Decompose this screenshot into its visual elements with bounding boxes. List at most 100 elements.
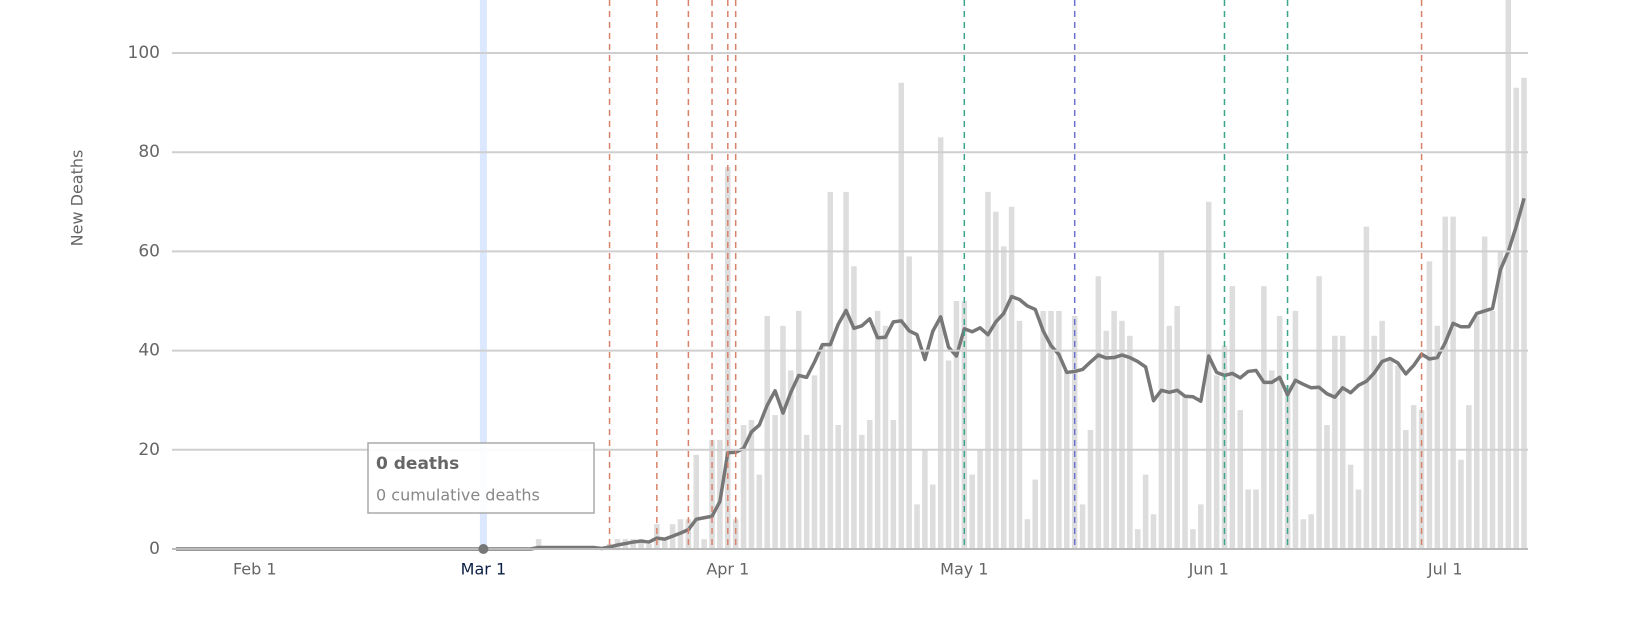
bar <box>914 504 920 549</box>
bar <box>1458 459 1464 549</box>
bar <box>1166 325 1173 549</box>
bar <box>1261 286 1267 549</box>
bar <box>1174 305 1180 549</box>
bar <box>874 310 881 549</box>
bar <box>1450 216 1456 549</box>
bar <box>1103 330 1109 549</box>
bar <box>1466 405 1472 549</box>
bar <box>1387 360 1393 549</box>
bar <box>859 434 865 549</box>
bar <box>1489 310 1496 549</box>
tooltip-box <box>367 442 595 514</box>
bar <box>835 425 841 549</box>
bar <box>1324 425 1330 549</box>
bar <box>1355 489 1362 549</box>
bar <box>1513 87 1519 549</box>
bar <box>1363 226 1370 549</box>
bar <box>977 449 983 549</box>
x-tick-label: Jun 1 <box>1188 560 1229 579</box>
bar <box>1056 310 1062 549</box>
bar <box>1379 320 1385 549</box>
bar <box>1269 370 1275 549</box>
bar <box>827 191 834 549</box>
bar <box>1040 310 1046 549</box>
bar <box>1481 236 1488 549</box>
bar <box>803 434 810 549</box>
bar <box>1308 514 1314 549</box>
y-tick-label: 60 <box>138 241 160 261</box>
bar <box>638 539 644 549</box>
bar <box>961 301 968 549</box>
bar <box>1497 251 1504 549</box>
bar <box>851 266 857 549</box>
bar <box>945 360 952 549</box>
bar <box>1111 310 1117 549</box>
bar <box>1300 519 1307 549</box>
bar <box>772 415 778 549</box>
bar <box>930 484 936 549</box>
bar <box>1205 201 1212 550</box>
bar <box>1190 529 1196 549</box>
bar <box>1079 504 1086 549</box>
bar <box>993 211 999 549</box>
bar <box>732 519 739 549</box>
bar <box>890 420 897 549</box>
bar <box>1245 489 1251 549</box>
bar <box>693 454 700 549</box>
y-axis-label: New Deaths <box>68 150 87 247</box>
bar <box>937 137 944 549</box>
bar <box>843 191 849 549</box>
bar <box>1292 310 1299 549</box>
bar <box>1442 216 1448 549</box>
tooltip-title: 0 deaths <box>376 454 459 474</box>
bar <box>1521 77 1527 550</box>
bar <box>1426 261 1433 549</box>
bar <box>1221 345 1228 549</box>
y-tick-label: 40 <box>138 341 160 361</box>
bar <box>756 474 763 549</box>
bar <box>1332 335 1338 549</box>
bar <box>985 191 991 549</box>
y-tick-label: 100 <box>128 43 160 63</box>
bar <box>819 345 826 549</box>
bar <box>1064 370 1070 549</box>
bar <box>1142 474 1149 549</box>
bar <box>701 539 707 549</box>
bar <box>866 420 873 549</box>
bar <box>685 519 692 549</box>
bar <box>725 167 731 549</box>
bar <box>1213 375 1220 549</box>
bar <box>1119 320 1125 549</box>
bar <box>1048 310 1054 549</box>
y-tick-label: 80 <box>138 142 160 162</box>
x-tick-label: Apr 1 <box>706 560 749 579</box>
bar <box>661 539 668 549</box>
bar <box>1339 335 1346 549</box>
bar <box>1434 325 1441 549</box>
bar <box>788 370 794 549</box>
bar <box>740 425 747 549</box>
bar <box>1134 529 1141 549</box>
bar <box>1237 410 1244 549</box>
bar <box>1505 0 1512 550</box>
bar <box>646 544 652 549</box>
highlight-band <box>479 0 487 549</box>
bar <box>1008 206 1015 549</box>
bar <box>1276 315 1283 549</box>
bar <box>535 539 542 549</box>
bar <box>1410 405 1417 549</box>
bar <box>1032 479 1039 549</box>
hover-dot <box>478 544 489 554</box>
bar <box>1473 315 1480 549</box>
bar <box>1371 335 1378 549</box>
bar <box>953 301 960 549</box>
bar <box>1253 489 1259 549</box>
x-tick-label: Feb 1 <box>233 560 277 579</box>
bar <box>1347 464 1354 549</box>
bar <box>1150 514 1157 549</box>
bar <box>1127 335 1133 549</box>
bar <box>1000 246 1007 549</box>
bar <box>1024 519 1031 549</box>
